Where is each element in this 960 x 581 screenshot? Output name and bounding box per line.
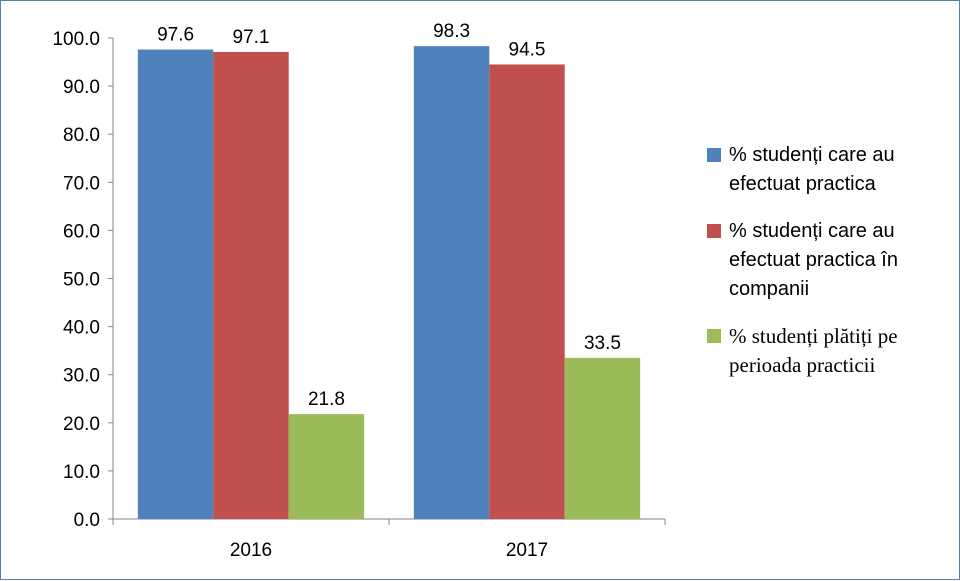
y-tick-label: 60.0 xyxy=(63,221,100,242)
legend-label-2: % studenți plătiți pe perioada practicii xyxy=(729,324,898,377)
y-tick-label: 20.0 xyxy=(63,414,100,435)
y-tick-label: 0.0 xyxy=(74,510,100,531)
data-label: 33.5 xyxy=(584,333,621,354)
data-label: 94.5 xyxy=(509,39,546,60)
data-label: 97.6 xyxy=(157,25,194,46)
bar xyxy=(489,64,565,519)
legend: % studenți care au efectuat practica % s… xyxy=(707,141,957,398)
legend-swatch-1 xyxy=(707,224,721,238)
legend-item-2: % studenți plătiți pe perioada practicii xyxy=(707,322,957,380)
bar xyxy=(137,49,214,519)
bar xyxy=(564,357,641,519)
data-label: 97.1 xyxy=(233,27,270,48)
y-tick-label: 40.0 xyxy=(63,318,100,339)
y-tick-label: 30.0 xyxy=(63,366,100,387)
legend-label-1: % studenți care au efectuat practica în … xyxy=(729,220,898,300)
y-tick-label: 80.0 xyxy=(63,125,100,146)
y-tick-label: 10.0 xyxy=(63,462,100,483)
bar xyxy=(413,46,490,519)
bar xyxy=(213,51,289,519)
bar xyxy=(288,414,365,519)
legend-item-0: % studenți care au efectuat practica xyxy=(707,141,957,199)
x-category-label: 2017 xyxy=(506,540,548,561)
legend-label-0: % studenți care au efectuat practica xyxy=(729,144,895,195)
y-tick-label: 50.0 xyxy=(63,270,100,291)
legend-swatch-0 xyxy=(707,148,721,162)
y-tick-label: 100.0 xyxy=(52,29,100,50)
data-label: 21.8 xyxy=(308,389,345,410)
legend-item-1: % studenți care au efectuat practica în … xyxy=(707,217,957,304)
y-tick-label: 90.0 xyxy=(63,77,100,98)
x-category-label: 2016 xyxy=(230,540,272,561)
data-label: 98.3 xyxy=(433,21,470,42)
y-tick-label: 70.0 xyxy=(63,173,100,194)
legend-swatch-2 xyxy=(707,329,721,343)
